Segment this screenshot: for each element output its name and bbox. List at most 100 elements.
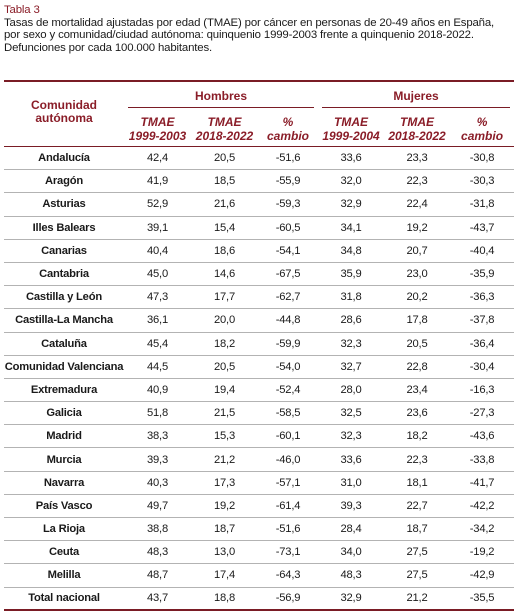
row-region-name: Illes Balears <box>4 216 124 240</box>
table-cell: 39,1 <box>124 216 191 240</box>
table-cell: -46,0 <box>258 447 319 472</box>
table-cell: 40,4 <box>124 239 191 263</box>
table-cell: 28,4 <box>318 517 385 542</box>
table-row: Aragón 41,9 18,5 -55,9 32,0 22,3 -30,3 <box>4 169 515 194</box>
table-cell: -44,8 <box>258 308 319 333</box>
table-row: Navarra 40,3 17,3 -57,1 31,0 18,1 -41,7 <box>4 471 515 495</box>
row-region-name: Canarias <box>4 239 124 263</box>
table-cell: 34,1 <box>318 216 385 240</box>
table-cell: -30,3 <box>450 169 515 194</box>
table-cell: 17,3 <box>191 471 258 495</box>
row-region-name: Castilla y León <box>4 285 124 310</box>
table-cell: 44,5 <box>124 355 191 379</box>
table-cell: -52,4 <box>258 378 319 403</box>
table-cell: 38,3 <box>124 424 191 449</box>
table-cell: 21,2 <box>191 447 258 472</box>
table-cell: 32,5 <box>318 401 385 426</box>
header-comunidad-line2: autónoma <box>35 111 93 125</box>
table-cell: -35,9 <box>450 262 515 287</box>
table-row: Canarias 40,4 18,6 -54,1 34,8 20,7 -40,4 <box>4 239 515 263</box>
table-cell: -59,3 <box>258 192 319 217</box>
table-cell: 17,7 <box>191 285 258 310</box>
table-row: Murcia 39,3 21,2 -46,0 33,6 22,3 -33,8 <box>4 447 515 472</box>
table-row: Extremadura 40,9 19,4 -52,4 28,0 23,4 -16,3 <box>4 378 515 403</box>
table-cell: 21,5 <box>191 401 258 426</box>
column-header: TMAE 1999-2004 <box>318 112 385 147</box>
table-cell: 20,0 <box>191 308 258 333</box>
row-region-name: Ceuta <box>4 540 124 565</box>
table-cell: 14,6 <box>191 262 258 287</box>
table-cell: 19,4 <box>191 378 258 403</box>
table-cell: 18,8 <box>191 587 258 611</box>
row-region-name: Andalucía <box>4 146 124 171</box>
column-header-line2: 1999-2004 <box>322 129 380 143</box>
header-mujeres-label: Mujeres <box>322 89 511 108</box>
table-cell: 22,7 <box>384 494 451 519</box>
column-header: % cambio <box>258 112 319 147</box>
table-cell: 48,3 <box>318 563 385 588</box>
table-cell: -37,8 <box>450 308 515 333</box>
table-cell: 20,7 <box>384 239 451 263</box>
table-cell: -58,5 <box>258 401 319 426</box>
data-table: Comunidad autónoma Hombres Mujeres TMAE 1… <box>4 82 515 611</box>
table-row: Illes Balears 39,1 15,4 -60,5 34,1 19,2 -43,7 <box>4 216 515 240</box>
table-row: Ceuta 48,3 13,0 -73,1 34,0 27,5 -19,2 <box>4 540 515 565</box>
table-row: La Rioja 38,8 18,7 -51,6 28,4 18,7 -34,2 <box>4 517 515 542</box>
table-cell: -54,1 <box>258 239 319 263</box>
table-cell: -62,7 <box>258 285 319 310</box>
table-row: Galicia 51,8 21,5 -58,5 32,5 23,6 -27,3 <box>4 401 515 426</box>
table-row: País Vasco 49,7 19,2 -61,4 39,3 22,7 -42,2 <box>4 494 515 519</box>
table-cell: 32,9 <box>318 587 385 611</box>
table-cell: 18,6 <box>191 239 258 263</box>
table-cell: 39,3 <box>124 447 191 472</box>
table-cell: -59,9 <box>258 332 319 356</box>
table-cell: 40,3 <box>124 471 191 495</box>
table-cell: 23,0 <box>384 262 451 287</box>
table-cell: 48,3 <box>124 540 191 565</box>
table-cell: 36,1 <box>124 308 191 333</box>
top-rule <box>4 80 514 82</box>
table-cell: 32,9 <box>318 192 385 217</box>
table-cell: 52,9 <box>124 192 191 217</box>
table-cell: 33,6 <box>318 146 385 171</box>
column-header-line1: TMAE <box>140 115 175 129</box>
table-cell: -31,8 <box>450 192 515 217</box>
table-row: Asturias 52,9 21,6 -59,3 32,9 22,4 -31,8 <box>4 192 515 217</box>
table-cell: 48,7 <box>124 563 191 588</box>
row-region-name: Cataluña <box>4 332 124 356</box>
table-cell: 28,0 <box>318 378 385 403</box>
table-cell: 35,9 <box>318 262 385 287</box>
row-region-name: Madrid <box>4 424 124 449</box>
row-region-name: Castilla-La Mancha <box>4 308 124 333</box>
table-cell: 31,0 <box>318 471 385 495</box>
total-row: Total nacional 43,7 18,8 -56,9 32,9 21,2 -35,5 <box>4 587 515 611</box>
table-cell: 41,9 <box>124 169 191 194</box>
table-cell: 20,5 <box>191 355 258 379</box>
column-header-line2: 1999-2003 <box>128 129 187 143</box>
table-cell: 18,2 <box>384 424 451 449</box>
table-cell: -19,2 <box>450 540 515 565</box>
column-header-line2: 2018-2022 <box>388 129 446 143</box>
table-cell: 49,7 <box>124 494 191 519</box>
table-cell: 32,3 <box>318 424 385 449</box>
header-comunidad: Comunidad autónoma <box>4 82 124 147</box>
table-cell: 23,3 <box>384 146 451 171</box>
table-cell: -42,9 <box>450 563 515 588</box>
table-cell: 39,3 <box>318 494 385 519</box>
column-header-line1: TMAE <box>400 115 435 129</box>
row-region-name: Comunidad Valenciana <box>4 355 124 379</box>
column-header-line1: % <box>282 115 294 129</box>
table-cell: -35,5 <box>450 587 515 611</box>
table-cell: -34,2 <box>450 517 515 542</box>
table-cell: -30,4 <box>450 355 515 379</box>
row-region-name: Aragón <box>4 169 124 194</box>
table-cell: 17,4 <box>191 563 258 588</box>
row-region-name: Total nacional <box>4 587 124 611</box>
row-region-name: Navarra <box>4 471 124 495</box>
table-row: Comunidad Valenciana 44,5 20,5 -54,0 32,7 22,… <box>4 355 515 379</box>
table-cell: 17,8 <box>384 308 451 333</box>
row-region-name: La Rioja <box>4 517 124 542</box>
table-cell: 21,2 <box>384 587 451 611</box>
header-comunidad-line1: Comunidad <box>31 98 97 112</box>
table-cell: 43,7 <box>124 587 191 611</box>
